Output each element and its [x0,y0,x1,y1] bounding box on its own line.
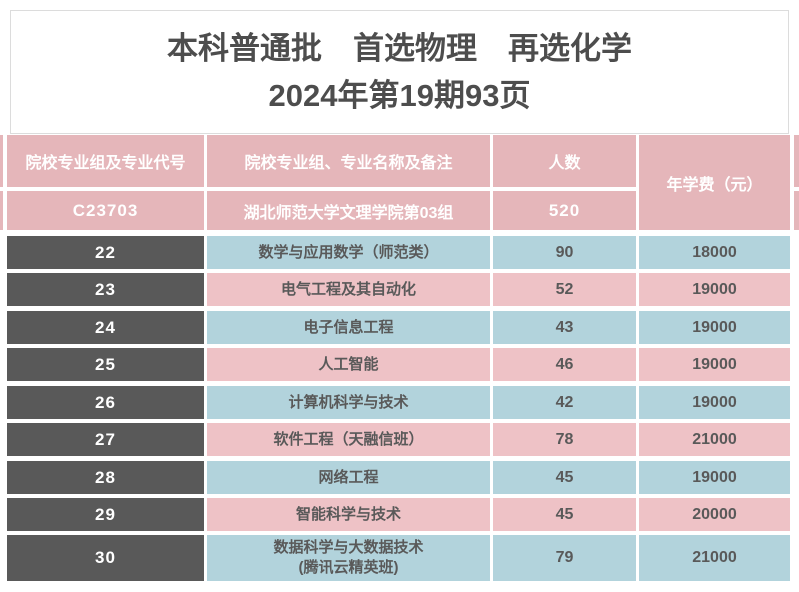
row-name: 智能科学与技术 [207,498,490,531]
table-row: 28 网络工程 45 19000 [0,461,799,494]
row-count: 78 [493,423,636,456]
table-edge-sliver [0,191,3,230]
header-tuition: 年学费（元） [639,135,790,230]
table-row: 30 数据科学与大数据技术 (腾讯云精英班) 79 21000 [0,535,799,581]
title-box: 本科普通批 首选物理 再选化学 2024年第19期93页 [10,10,789,134]
row-name: 数据科学与大数据技术 (腾讯云精英班) [207,535,490,581]
row-fee: 20000 [639,498,790,531]
group-count: 520 [493,191,636,230]
table-edge-sliver [794,135,799,187]
table-edge-sliver [0,135,3,187]
row-count: 43 [493,311,636,344]
row-code: 22 [7,236,204,269]
row-fee: 18000 [639,236,790,269]
row-code: 26 [7,386,204,419]
row-code: 24 [7,311,204,344]
row-name: 计算机科学与技术 [207,386,490,419]
row-name: 数学与应用数学（师范类） [207,236,490,269]
row-name: 人工智能 [207,348,490,381]
row-name: 网络工程 [207,461,490,494]
header-count: 人数 [493,135,636,187]
row-count: 90 [493,236,636,269]
table-row: 29 智能科学与技术 45 20000 [0,498,799,531]
header-major-name: 院校专业组、专业名称及备注 [207,135,490,187]
row-count: 45 [493,461,636,494]
row-name: 电子信息工程 [207,311,490,344]
row-code: 23 [7,273,204,306]
table-row: 27 软件工程（天融信班） 78 21000 [0,423,799,456]
row-count: 79 [493,535,636,581]
row-code: 27 [7,423,204,456]
page-title-line2: 2024年第19期93页 [268,78,531,113]
row-fee: 19000 [639,461,790,494]
table-row: 24 电子信息工程 43 19000 [0,311,799,344]
table-row: 22 数学与应用数学（师范类） 90 18000 [0,236,799,269]
row-name-line1: 数据科学与大数据技术 [273,539,424,556]
table-row: 23 电气工程及其自动化 52 19000 [0,273,799,306]
row-fee: 21000 [639,423,790,456]
group-name: 湖北师范大学文理学院第03组 [207,191,490,230]
table-row: 26 计算机科学与技术 42 19000 [0,386,799,419]
row-name: 电气工程及其自动化 [207,273,490,306]
row-count: 42 [493,386,636,419]
row-fee: 19000 [639,348,790,381]
group-code: C23703 [7,191,204,230]
page-title-line1: 本科普通批 首选物理 再选化学 [167,31,632,66]
row-code: 30 [7,535,204,581]
row-fee: 19000 [639,386,790,419]
row-code: 29 [7,498,204,531]
row-fee: 19000 [639,273,790,306]
row-count: 46 [493,348,636,381]
row-name: 软件工程（天融信班） [207,423,490,456]
row-count: 45 [493,498,636,531]
row-code: 25 [7,348,204,381]
row-name-line2: (腾讯云精英班) [298,559,399,576]
row-count: 52 [493,273,636,306]
header-group-code: 院校专业组及专业代号 [7,135,204,187]
table-edge-sliver [794,191,799,230]
row-code: 28 [7,461,204,494]
row-fee: 19000 [639,311,790,344]
row-fee: 21000 [639,535,790,581]
table-row: 25 人工智能 46 19000 [0,348,799,381]
